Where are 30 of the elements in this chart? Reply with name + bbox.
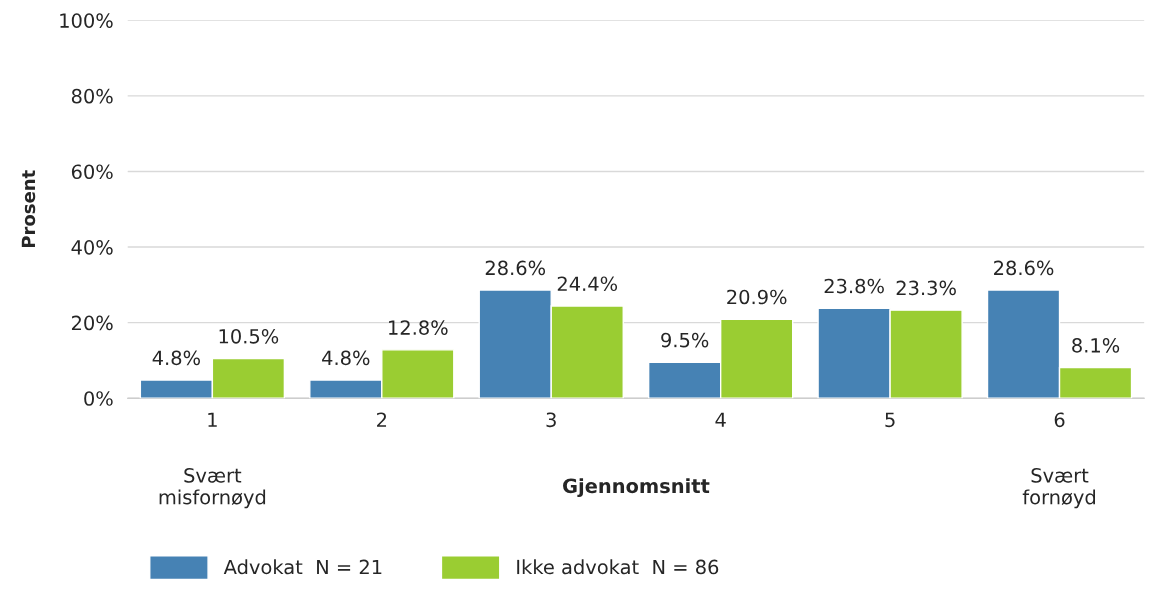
x-axis-title: Gjennomsnitt [563, 478, 710, 498]
data-label: 23.8% [824, 278, 884, 294]
data-label: 24.4% [557, 276, 618, 292]
legend-label: Advokat N = 21 [223, 559, 382, 575]
data-label: 20.9% [727, 289, 787, 305]
y-axis-title: Prosent [21, 170, 36, 248]
x-tick-label: 4 [715, 412, 726, 427]
data-label: 10.5% [219, 328, 279, 344]
y-tick-label: 60% [71, 164, 113, 180]
data-label: 28.6% [994, 260, 1054, 276]
data-label: 4.8% [322, 350, 370, 366]
data-label: 4.8% [152, 350, 200, 366]
data-label: 28.6% [485, 260, 546, 276]
x-tick-label: 5 [885, 412, 895, 428]
data-label: 23.3% [896, 280, 956, 296]
data-label: 8.1% [1072, 338, 1120, 353]
y-tick-label: 80% [71, 88, 113, 104]
y-tick-label: 100% [60, 13, 113, 28]
y-tick-label: 40% [71, 239, 113, 255]
y-tick-label: 20% [71, 315, 113, 331]
y-tick-label: 0% [84, 391, 113, 406]
x-tick-label: 2 [377, 412, 387, 427]
data-label: 12.8% [389, 320, 448, 335]
x-tick-label: 1 [208, 412, 217, 427]
legend-label: Ikke advokat N = 86 [517, 559, 719, 575]
text: Svært misfornøyd [159, 467, 266, 509]
text: Svært fornøyd [1022, 467, 1095, 509]
x-tick-label: 3 [546, 412, 556, 428]
x-tick-label: 6 [1054, 412, 1065, 428]
data-label: 9.5% [661, 332, 709, 348]
